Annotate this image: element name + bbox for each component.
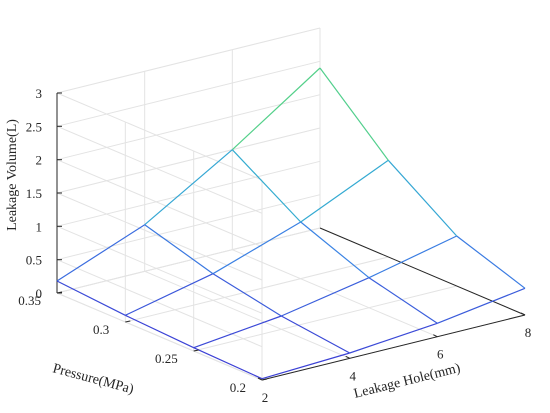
- surface-line: [456, 235, 526, 289]
- surface-line: [300, 221, 370, 279]
- x-tick-label: 4: [349, 368, 356, 383]
- y-tick-label: 0.35: [18, 293, 41, 308]
- surface-line: [300, 159, 389, 223]
- y-tick-label: 0.3: [93, 322, 109, 337]
- y-tick-mark: [261, 378, 268, 381]
- surface-line: [387, 159, 458, 237]
- surface-line: [193, 347, 263, 380]
- surface-line: [319, 67, 389, 161]
- surface-line: [368, 277, 438, 324]
- grid-line: [56, 192, 263, 281]
- z-tick-label: 1.5: [26, 186, 42, 201]
- x-axis-title: Leakage Hole(mm): [352, 361, 462, 402]
- grid-line: [56, 160, 321, 227]
- z-tick-label: 0: [36, 286, 43, 301]
- x-axis-line: [261, 314, 526, 381]
- surface-line: [231, 67, 321, 151]
- grid-line: [56, 225, 263, 314]
- grid-line: [125, 256, 389, 323]
- surface-line: [437, 287, 526, 324]
- surface-line: [212, 273, 282, 317]
- z-axis-title: Leakage Volume(L): [5, 119, 20, 231]
- surface-line: [368, 235, 457, 279]
- surface-line: [261, 352, 350, 380]
- surface-line: [281, 277, 370, 317]
- x-tick-label: 8: [525, 325, 532, 340]
- y-tick-label: 0.2: [230, 380, 246, 395]
- surface-line: [125, 314, 194, 349]
- grid-line: [144, 270, 350, 359]
- y-tick-label: 0.25: [155, 351, 178, 366]
- x-tick-label: 6: [437, 347, 444, 362]
- surface-line: [212, 221, 302, 275]
- surface-line: [231, 149, 302, 223]
- x-tick-mark: [345, 355, 350, 359]
- surface-mesh: [56, 67, 526, 380]
- z-tick-label: 2: [36, 153, 43, 168]
- grid-line: [56, 227, 321, 294]
- y-tick-mark: [193, 349, 199, 352]
- grid-line: [56, 92, 263, 181]
- surface-line: [144, 149, 233, 226]
- z-tick-label: 1: [36, 219, 43, 234]
- z-tick-label: 0.5: [26, 253, 42, 268]
- x-tick-mark: [257, 377, 263, 381]
- grid-line: [56, 194, 321, 261]
- z-tick-label: 3: [36, 86, 43, 101]
- surface-line: [56, 224, 146, 282]
- y-axis-line: [319, 227, 526, 316]
- grid-line: [56, 259, 263, 348]
- grid-line: [56, 60, 321, 127]
- x-tick-mark: [520, 312, 526, 316]
- grid-lines: [56, 27, 526, 381]
- y-tick-mark: [125, 320, 131, 323]
- grid-line: [56, 125, 263, 214]
- surface-line: [193, 315, 282, 349]
- tick-labels: 2 4 6 8 0.2 0.25 0.3 0.350 0.5 1 1.5 2 2.5 3: [18, 86, 531, 405]
- grid-line: [193, 285, 457, 352]
- surface-line: [281, 315, 350, 354]
- surface-line: [125, 273, 214, 316]
- grid-line: [56, 292, 263, 381]
- z-tick-label: 2.5: [26, 119, 42, 134]
- grid-line: [56, 94, 321, 161]
- y-axis-title: Pressure(MPa): [51, 361, 136, 397]
- x-tick-label: 2: [262, 390, 269, 405]
- surface-line: [56, 280, 126, 316]
- surface-line: [349, 322, 438, 354]
- grid-line: [56, 27, 321, 94]
- grid-line: [56, 127, 321, 194]
- grid-line: [56, 159, 263, 248]
- x-tick-mark: [433, 334, 438, 338]
- surface-line: [144, 224, 214, 275]
